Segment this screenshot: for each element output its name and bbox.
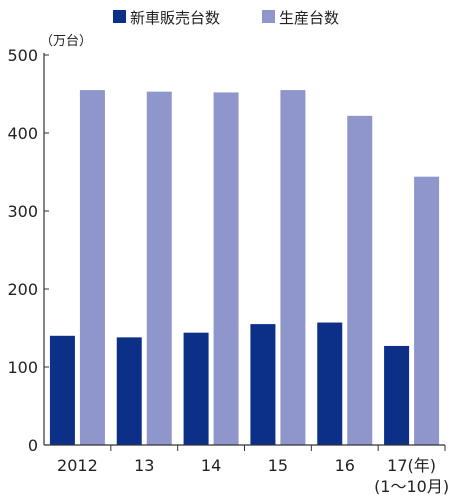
- y-tick-label: 400: [7, 124, 38, 143]
- y-tick-label: 500: [7, 46, 38, 65]
- x-tick-label: 13: [134, 456, 154, 475]
- bar-sales-14: [183, 332, 209, 445]
- bar-production-17(年): [414, 176, 440, 445]
- legend-label-2: 生産台数: [279, 9, 339, 27]
- y-tick-label: 200: [7, 280, 38, 299]
- x-tick-label: 17(年): [387, 456, 436, 475]
- bar-production-16: [347, 115, 373, 445]
- bar-sales-15: [250, 324, 276, 445]
- bar-sales-13: [116, 337, 142, 445]
- bar-production-2012: [79, 90, 105, 445]
- bar-sales-2012: [49, 335, 75, 445]
- bars-group: [49, 90, 440, 445]
- bar-production-14: [213, 92, 239, 445]
- bar-production-13: [146, 91, 172, 445]
- x-tick-label: 16: [335, 456, 355, 475]
- y-tick-label: 100: [7, 358, 38, 377]
- y-axis-unit-label: （万台）: [40, 34, 92, 49]
- x-tick-label: 15: [268, 456, 288, 475]
- x-tick-sublabel: (1〜10月): [374, 477, 449, 496]
- y-axis: 0 100 200 300 400 500: [7, 46, 49, 455]
- legend-swatch-2: [262, 10, 275, 23]
- bar-sales-17(年): [384, 345, 410, 445]
- x-tick-label: 2012: [57, 456, 98, 475]
- x-tick-label: 14: [201, 456, 221, 475]
- x-axis: 2012 13 14 15 16 17(年) (1〜10月): [44, 444, 449, 496]
- legend-label-1: 新車販売台数: [130, 9, 220, 27]
- bar-production-15: [280, 90, 306, 445]
- y-tick-label: 0: [28, 436, 38, 455]
- legend-swatch-1: [113, 10, 126, 23]
- y-tick-label: 300: [7, 202, 38, 221]
- bar-sales-16: [317, 322, 343, 445]
- chart-legend: 新車販売台数 生産台数: [113, 9, 339, 27]
